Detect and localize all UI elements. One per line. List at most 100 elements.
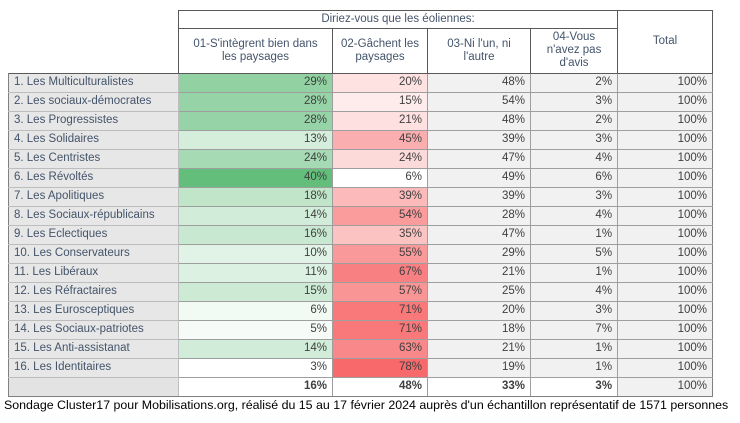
cell-value: 15% [332, 91, 428, 112]
table-row: 10. Les Conservateurs 10% 55% 29% 5% 100% [8, 243, 714, 264]
row-total-value: 100% [617, 281, 714, 302]
cell-value: 54% [427, 91, 531, 112]
row-label: 2. Les sociaux-démocrates [8, 91, 179, 112]
cell-value: 39% [332, 186, 428, 207]
table-row: 7. Les Apolitiques 18% 39% 39% 3% 100% [8, 186, 714, 207]
row-total-value: 100% [617, 148, 714, 169]
cell-value: 21% [427, 262, 531, 283]
cell-value: 16% [178, 224, 333, 245]
cell-value: 11% [178, 262, 333, 283]
cell-value: 3% [529, 91, 619, 112]
cell-value: 48% [332, 376, 428, 397]
cell-value: 47% [427, 224, 531, 245]
table-row: 6. Les Révoltés 40% 6% 49% 6% 100% [8, 167, 714, 188]
cell-value: 10% [178, 243, 333, 264]
cell-value: 21% [427, 338, 531, 359]
row-label: 12. Les Réfractaires [8, 281, 179, 302]
table-row: 12. Les Réfractaires 15% 57% 25% 4% 100% [8, 281, 714, 302]
question-header-row: Diriez-vous que les éoliennes: Total [8, 10, 714, 74]
cell-value: 48% [427, 72, 531, 93]
cell-value: 78% [332, 357, 428, 378]
row-label: 3. Les Progressistes [8, 110, 179, 131]
row-total-value: 100% [617, 91, 714, 112]
row-total-value: 100% [617, 72, 714, 93]
cell-value: 20% [427, 300, 531, 321]
row-total-value: 100% [617, 338, 714, 359]
column-headers-row: 01-S'intègrent bien dans les paysages 02… [9, 28, 713, 74]
table-row: 3. Les Progressistes 28% 21% 48% 2% 100% [8, 110, 714, 131]
cell-value: 6% [332, 167, 428, 188]
cell-value: 25% [427, 281, 531, 302]
table-row: 1. Les Multiculturalistes 29% 20% 48% 2% 100% [8, 72, 714, 93]
cell-value: 14% [178, 338, 333, 359]
table-row: 11. Les Libéraux 11% 67% 21% 1% 100% [8, 262, 714, 283]
cell-value: 28% [427, 205, 531, 226]
row-total-value: 100% [617, 186, 714, 207]
cell-value: 24% [332, 148, 428, 169]
cell-value: 18% [178, 186, 333, 207]
column-header-spoil: 02-Gâchent les paysages [332, 28, 428, 74]
question-header: Diriez-vous que les éoliennes: [177, 10, 619, 29]
cell-value: 15% [178, 281, 333, 302]
table-row: 15. Les Anti-assistanat 14% 63% 21% 1% 100% [8, 338, 714, 359]
cell-value: 3% [529, 376, 619, 397]
cell-value: 48% [427, 110, 531, 131]
cell-value: 6% [529, 167, 619, 188]
cell-value: 24% [178, 148, 333, 169]
cell-value: 71% [332, 319, 428, 340]
table-body: 1. Les Multiculturalistes 29% 20% 48% 2% 100%… [8, 72, 714, 397]
cell-value: 5% [529, 243, 619, 264]
totals-row: 16% 48% 33% 3% 100% [8, 376, 714, 397]
cell-value: 20% [332, 72, 428, 93]
row-label: 13. Les Eurosceptiques [8, 300, 179, 321]
table-row: 9. Les Eclectiques 16% 35% 47% 1% 100% [8, 224, 714, 245]
column-header-integrate: 01-S'intègrent bien dans les paysages [178, 28, 333, 74]
cell-value: 40% [178, 167, 333, 188]
cell-value: 18% [427, 319, 531, 340]
cell-value: 3% [529, 300, 619, 321]
cell-value: 39% [427, 129, 531, 150]
cell-value: 28% [178, 91, 333, 112]
row-total-value: 100% [617, 224, 714, 245]
cell-value: 1% [529, 262, 619, 283]
total-column-header: Total [617, 10, 714, 74]
row-label: 6. Les Révoltés [8, 167, 179, 188]
cell-value: 6% [178, 300, 333, 321]
row-label: 16. Les Identitaires [8, 357, 179, 378]
row-total-value: 100% [617, 110, 714, 131]
cell-value: 47% [427, 148, 531, 169]
table-header: Diriez-vous que les éoliennes: Total 01-… [8, 10, 714, 74]
row-total-value: 100% [617, 262, 714, 283]
table-row: 8. Les Sociaux-républicains 14% 54% 28% 4% 10… [8, 205, 714, 226]
cell-value: 1% [529, 357, 619, 378]
row-label: 9. Les Eclectiques [8, 224, 179, 245]
cell-value: 4% [529, 205, 619, 226]
cell-value: 29% [178, 72, 333, 93]
row-total-value: 100% [617, 319, 714, 340]
blank-corner-cell [8, 10, 179, 74]
row-total-value: 100% [617, 376, 714, 397]
row-total-value: 100% [617, 167, 714, 188]
cell-value: 14% [178, 205, 333, 226]
cell-value: 35% [332, 224, 428, 245]
row-label: 15. Les Anti-assistanat [8, 338, 179, 359]
row-label: 7. Les Apolitiques [8, 186, 179, 207]
column-header-neither: 03-Ni l'un, ni l'autre [427, 28, 531, 74]
cell-value: 55% [332, 243, 428, 264]
cell-value: 45% [332, 129, 428, 150]
row-label: 14. Les Sociaux-patriotes [8, 319, 179, 340]
cell-value: 67% [332, 262, 428, 283]
cell-value: 3% [529, 129, 619, 150]
table-row: 13. Les Eurosceptiques 6% 71% 20% 3% 100% [8, 300, 714, 321]
row-total-value: 100% [617, 129, 714, 150]
cell-value: 7% [529, 319, 619, 340]
cell-value: 1% [529, 338, 619, 359]
cell-value: 4% [529, 281, 619, 302]
row-label: 11. Les Libéraux [8, 262, 179, 283]
cell-value: 13% [178, 129, 333, 150]
cell-value: 28% [178, 110, 333, 131]
cell-value: 1% [529, 224, 619, 245]
cell-value: 2% [529, 72, 619, 93]
table-row: 16. Les Identitaires 3% 78% 19% 1% 100% [8, 357, 714, 378]
cell-value: 16% [178, 376, 333, 397]
